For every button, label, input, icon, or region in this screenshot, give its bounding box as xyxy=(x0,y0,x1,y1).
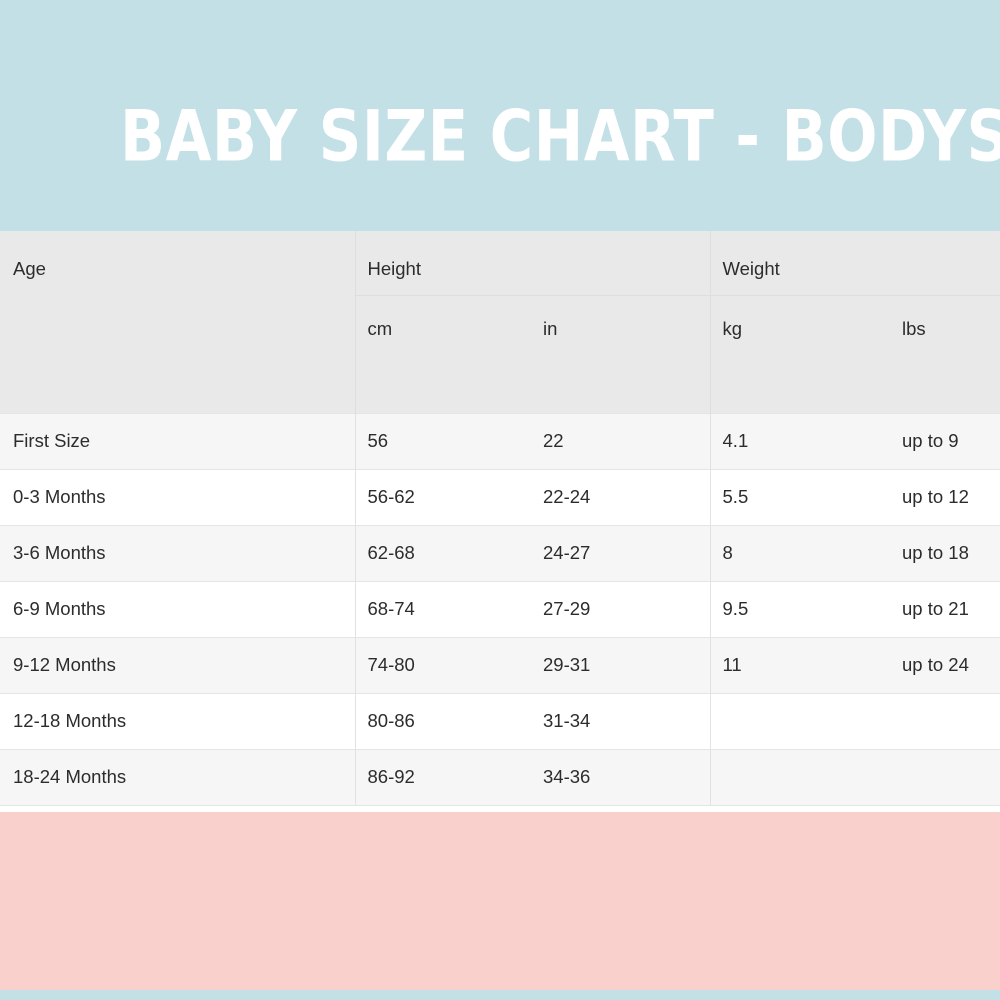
cell-age: 18-24 Months xyxy=(0,748,356,806)
cell-weight-lbs: up to 18 xyxy=(890,524,1000,581)
cell-height-in: 24-27 xyxy=(531,524,711,581)
table-row: 3-6 Months 62-68 24-27 8 up to 18 xyxy=(0,524,1000,581)
table-row: First Size 56 22 4.1 up to 9 xyxy=(0,412,1000,469)
cell-height-cm: 86-92 xyxy=(355,748,531,806)
cell-weight-kg: 8 xyxy=(710,524,891,581)
header-banner: BABY SIZE CHART - BODYSUIT xyxy=(0,0,1000,231)
cell-height-cm: 80-86 xyxy=(355,692,531,749)
cell-weight-lbs: up to 21 xyxy=(890,580,1000,637)
footer-blue-strip xyxy=(0,990,1000,1000)
size-table-container: Age Height Weight cm in kg lbs First Siz… xyxy=(0,231,1000,806)
table-row: 18-24 Months 86-92 34-36 xyxy=(0,748,1000,806)
cell-height-in: 29-31 xyxy=(531,636,711,693)
cell-weight-kg xyxy=(710,692,891,749)
cell-age: 6-9 Months xyxy=(0,580,356,637)
cell-age: 3-6 Months xyxy=(0,524,356,581)
cell-age: 0-3 Months xyxy=(0,468,356,525)
column-subheader-weight-lbs: lbs xyxy=(902,317,926,339)
cell-age: 12-18 Months xyxy=(0,692,356,749)
cell-height-cm: 74-80 xyxy=(355,636,531,693)
cell-height-cm: 56 xyxy=(355,412,531,469)
column-header-weight: Weight xyxy=(710,231,1000,296)
column-subheader-height-in: in xyxy=(531,295,711,413)
table-body: First Size 56 22 4.1 up to 9 0-3 Months … xyxy=(0,412,1000,806)
footer-pink-block xyxy=(0,812,1000,990)
cell-height-in: 31-34 xyxy=(531,692,711,749)
cell-weight-lbs: up to 24 xyxy=(890,636,1000,693)
cell-height-cm: 68-74 xyxy=(355,580,531,637)
table-row: 6-9 Months 68-74 27-29 9.5 up to 21 xyxy=(0,580,1000,637)
cell-weight-lbs: up to 12 xyxy=(890,468,1000,525)
cell-height-in: 27-29 xyxy=(531,580,711,637)
cell-height-in: 22 xyxy=(531,412,711,469)
table-row: 9-12 Months 74-80 29-31 11 up to 24 xyxy=(0,636,1000,693)
table-row: 0-3 Months 56-62 22-24 5.5 up to 12 xyxy=(0,468,1000,525)
cell-weight-kg: 4.1 xyxy=(710,412,891,469)
table-header-group-row: Age Height Weight xyxy=(0,231,1000,413)
cell-height-cm: 56-62 xyxy=(355,468,531,525)
cell-height-in: 22-24 xyxy=(531,468,711,525)
cell-weight-kg: 5.5 xyxy=(710,468,891,525)
cell-weight-lbs xyxy=(890,692,1000,749)
cell-age: First Size xyxy=(0,412,356,469)
cell-age: 9-12 Months xyxy=(0,636,356,693)
cell-weight-lbs: up to 9 xyxy=(890,412,1000,469)
column-subheader-weight-kg: kg xyxy=(722,317,743,339)
column-subheader-height-cm: cm xyxy=(367,317,393,339)
cell-weight-kg xyxy=(710,748,891,806)
cell-height-cm: 62-68 xyxy=(355,524,531,581)
cell-height-in: 34-36 xyxy=(531,748,711,806)
page-title: BABY SIZE CHART - BODYSUIT xyxy=(120,94,1000,178)
column-header-height: Height xyxy=(355,231,711,296)
size-chart-table: Age Height Weight cm in kg lbs First Siz… xyxy=(0,231,1000,806)
table-row: 12-18 Months 80-86 31-34 xyxy=(0,692,1000,749)
cell-weight-lbs xyxy=(890,748,1000,806)
cell-weight-kg: 11 xyxy=(710,636,891,693)
table-header: Age Height Weight cm in kg lbs xyxy=(0,231,1000,413)
column-header-age: Age xyxy=(0,231,356,413)
cell-weight-kg: 9.5 xyxy=(710,580,891,637)
